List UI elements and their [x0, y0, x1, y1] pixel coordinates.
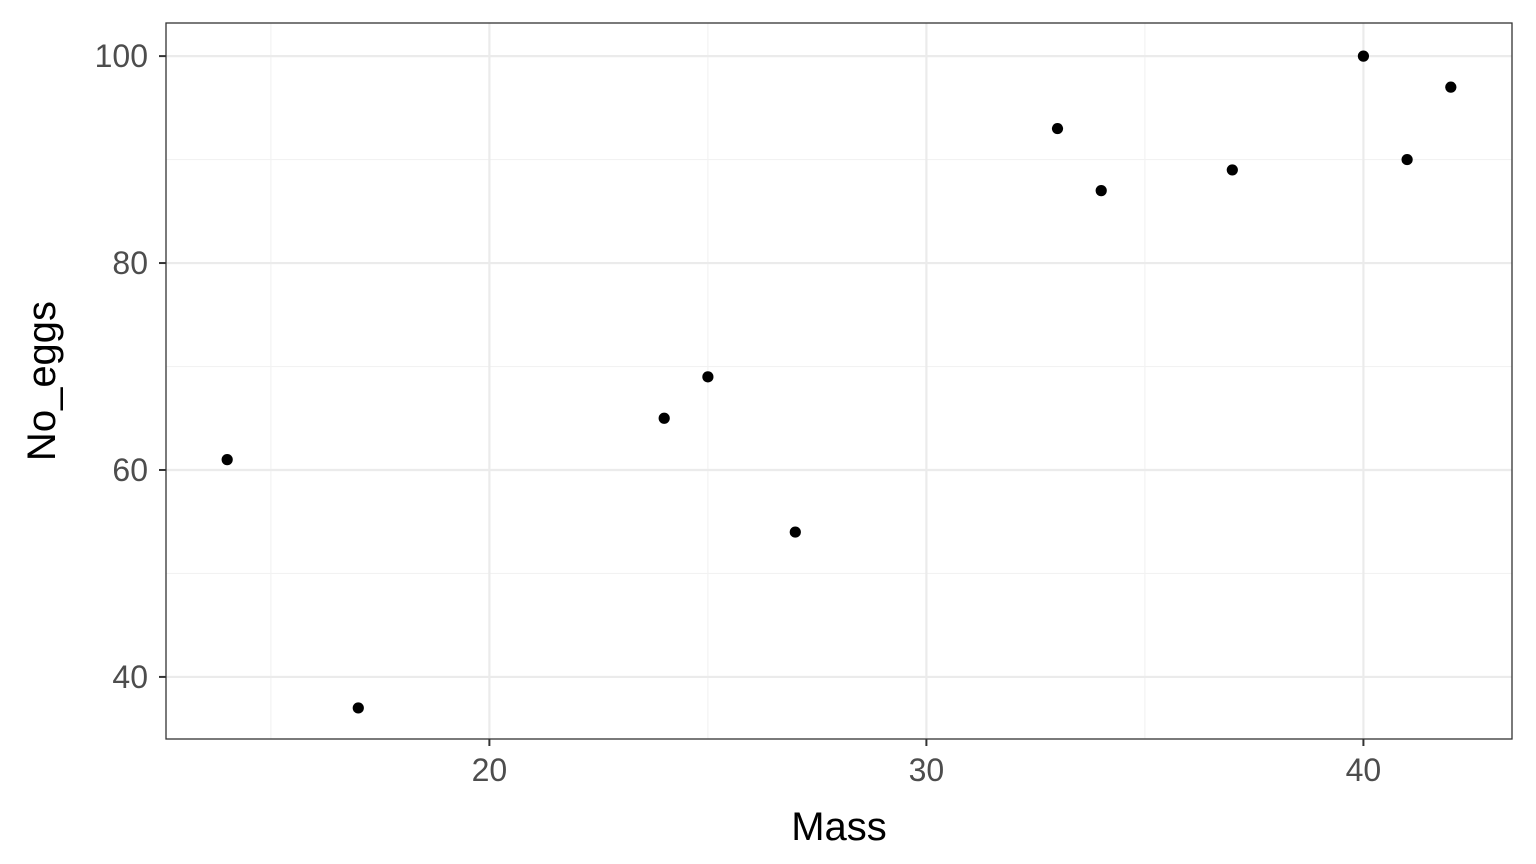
y-axis-ticks: 40 60 80 100: [95, 38, 166, 695]
data-point: [1095, 185, 1107, 197]
data-point: [1226, 164, 1238, 176]
y-tick-label: 100: [95, 38, 148, 74]
x-axis-ticks: 20 30 40: [472, 739, 1382, 788]
data-point: [1401, 153, 1413, 166]
minor-gridlines: [166, 23, 1512, 739]
data-point: [658, 412, 670, 424]
data-point: [702, 371, 714, 383]
major-gridlines: [166, 23, 1512, 739]
x-tick-label: 20: [472, 752, 508, 788]
data-points: [221, 50, 1457, 714]
data-point: [1051, 122, 1064, 135]
x-tick-label: 30: [909, 752, 945, 788]
y-tick-label: 80: [112, 245, 148, 281]
data-point: [221, 454, 233, 466]
data-point: [789, 526, 801, 538]
y-axis-title: No_eggs: [20, 301, 64, 461]
data-point: [1357, 50, 1370, 62]
y-tick-label: 60: [112, 452, 148, 488]
data-point: [1445, 81, 1457, 93]
panel-border: [165, 22, 1513, 740]
x-tick-label: 40: [1346, 752, 1382, 788]
data-point: [352, 702, 364, 714]
y-tick-label: 40: [112, 659, 148, 695]
x-axis-title: Mass: [791, 805, 887, 849]
